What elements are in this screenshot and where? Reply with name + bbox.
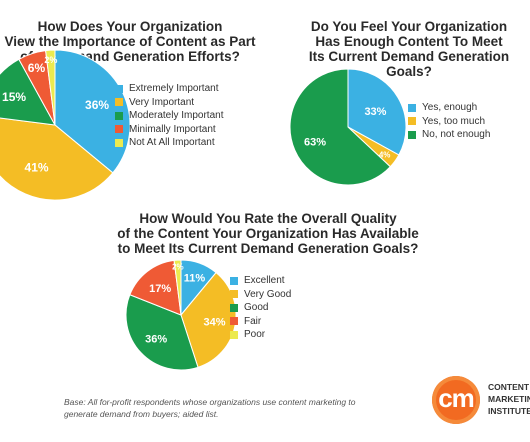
chart-2-slice-label-1: 33% (364, 106, 386, 118)
chart-1-legend-swatch-1 (115, 84, 123, 93)
chart-1-legend-item-5: Not At All Important (115, 136, 224, 150)
chart-3-legend-swatch-5 (230, 330, 238, 339)
chart-1-legend: Extremely Important Very Important Moderat… (115, 82, 224, 150)
chart-1-legend-label-4: Minimally Important (129, 123, 216, 135)
chart-3-legend: Excellent Very Good Good Fair Poor (230, 274, 291, 342)
chart-2-title-line-3: Its Current Demand Generation Goals? (308, 49, 510, 79)
chart-3-slice-2 (180, 271, 237, 368)
cmi-logo: cm CONTENT MARKETING INSTITUTE (432, 376, 530, 426)
chart-3-title-line-3: to Meet Its Current Demand Generation Go… (117, 241, 419, 256)
chart-2-title: Do You Feel Your Organization Has Enough… (288, 19, 530, 79)
footnote-line-2: generate demand from buyers; aided list. (64, 409, 219, 419)
chart-2-legend-item-1: Yes, enough (408, 101, 490, 115)
cmi-logo-text: CONTENT MARKETING INSTITUTE (488, 381, 530, 417)
chart-1-slice-label-4: 6% (28, 61, 46, 75)
chart-3-legend-label-5: Poor (244, 329, 266, 341)
chart-1-legend-swatch-2 (115, 98, 123, 107)
chart-2-legend-item-3: No, not enough (408, 128, 490, 142)
chart-3-slice-label-2: 34% (203, 316, 225, 328)
chart-1-slice-2 (0, 117, 114, 201)
chart-1-legend-swatch-5 (115, 138, 123, 147)
chart-3-slice-label-4: 17% (149, 283, 171, 295)
chart-3-legend-item-2: Very Good (230, 288, 291, 302)
cmi-logo-line-2: MARKETING (488, 394, 530, 404)
chart-1-legend-item-4: Minimally Important (115, 123, 224, 137)
chart-3-legend-item-1: Excellent (230, 274, 291, 288)
chart-2-legend-item-2: Yes, too much (408, 115, 490, 129)
chart-2-title-line-1: Do You Feel Your Organization (310, 19, 508, 34)
chart-3-slice-label-1: 11% (184, 273, 206, 285)
chart-3-slice-4 (129, 259, 182, 316)
chart-1-legend-label-3: Moderately Important (129, 110, 224, 122)
cmi-logo-mark: cm (438, 383, 475, 413)
chart-3-title-line-2: of the Content Your Organization Has Ava… (117, 226, 419, 241)
chart-3-legend-label-4: Fair (244, 315, 262, 327)
chart-1-slice-5 (45, 49, 56, 126)
chart-1-title-line-2: View the Importance of Content as Part (4, 34, 256, 49)
chart-3-legend-item-3: Good (230, 301, 291, 315)
chart-3-legend-label-3: Good (244, 302, 269, 314)
chart-3-slice-3 (125, 294, 199, 371)
cmi-logo-line-3: INSTITUTE (488, 406, 530, 416)
chart-1-legend-label-2: Very Important (129, 96, 195, 108)
cmi-logo-line-1: CONTENT (488, 382, 530, 392)
chart-2-legend-label-2: Yes, too much (422, 115, 486, 127)
chart-2-legend-label-3: No, not enough (422, 129, 491, 141)
chart-2-legend-label-1: Yes, enough (422, 102, 478, 114)
chart-3-legend-swatch-1 (230, 276, 238, 285)
chart-3-legend-item-4: Fair (230, 315, 291, 329)
footnote: Base: All for-profit respondents whose o… (64, 396, 384, 420)
chart-1-legend-label-1: Extremely Important (129, 83, 219, 95)
chart-3-legend-item-5: Poor (230, 328, 291, 342)
chart-1-slice-3 (0, 58, 56, 126)
chart-1-slice-label-3: 15% (2, 90, 26, 104)
chart-3-legend-swatch-4 (230, 317, 238, 326)
chart-3-legend-label-1: Excellent (244, 275, 285, 287)
chart-2-title-line-2: Has Enough Content To Meet (315, 34, 503, 49)
chart-1-slice-label-1: 36% (85, 98, 109, 112)
chart-1-slice-label-5: 2% (44, 55, 57, 65)
footnote-line-1: Base: All for-profit respondents whose o… (64, 397, 356, 407)
chart-3-title-line-1: How Would You Rate the Overall Quality (139, 211, 397, 226)
chart-1-legend-item-1: Extremely Important (115, 82, 224, 96)
chart-2-legend: Yes, enough Yes, too much No, not enough (408, 101, 490, 142)
chart-2-slice-3 (289, 68, 391, 186)
chart-1-legend-item-2: Very Important (115, 96, 224, 110)
chart-3-legend-swatch-3 (230, 303, 238, 312)
chart-3-title: How Would You Rate the Overall Quality o… (82, 211, 454, 256)
chart-2-legend-swatch-1 (408, 103, 416, 112)
chart-2-slice-1 (347, 68, 407, 156)
chart-3-slice-5 (173, 259, 182, 316)
chart-1-slice-1 (54, 49, 131, 174)
chart-3-slice-label-3: 36% (145, 333, 167, 345)
chart-2-slice-label-2: 4% (379, 151, 391, 160)
chart-1-slice-label-2: 41% (25, 161, 49, 175)
chart-1-legend-item-3: Moderately Important (115, 109, 224, 123)
chart-3-legend-label-2: Very Good (244, 288, 292, 300)
chart-3-slice-label-5: 2% (172, 263, 184, 272)
chart-2-legend-swatch-3 (408, 130, 416, 139)
chart-1-legend-swatch-3 (115, 111, 123, 120)
chart-2-legend-swatch-2 (408, 117, 416, 126)
chart-1-legend-swatch-4 (115, 125, 123, 134)
cmi-logo-icon: cm (432, 376, 480, 424)
chart-3-legend-swatch-2 (230, 290, 238, 299)
chart-1-legend-label-5: Not At All Important (129, 137, 215, 149)
chart-2-slice-label-3: 63% (304, 136, 326, 148)
chart-1-title-line-1: How Does Your Organization (37, 19, 223, 34)
